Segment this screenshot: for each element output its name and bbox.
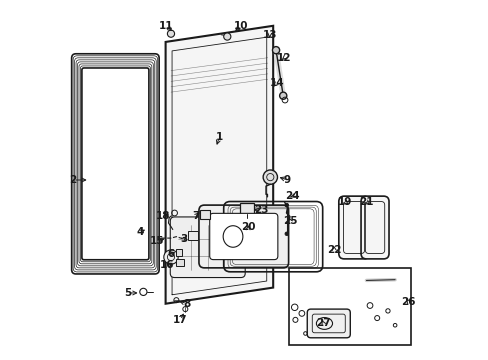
Text: 21: 21 <box>359 197 373 207</box>
Circle shape <box>279 92 286 99</box>
Text: 15: 15 <box>149 236 163 246</box>
Text: 8: 8 <box>183 299 190 309</box>
Text: 5: 5 <box>124 288 131 298</box>
Bar <box>175 259 183 266</box>
Text: 24: 24 <box>285 191 300 201</box>
Polygon shape <box>165 26 273 304</box>
Circle shape <box>167 30 174 37</box>
Bar <box>289 268 410 345</box>
Text: 3: 3 <box>180 234 187 244</box>
Text: 7: 7 <box>192 211 200 221</box>
Circle shape <box>285 203 288 207</box>
Text: 18: 18 <box>155 211 170 221</box>
Text: 4: 4 <box>137 227 144 237</box>
FancyBboxPatch shape <box>338 196 368 259</box>
Text: 23: 23 <box>254 206 268 216</box>
Text: 16: 16 <box>160 260 174 270</box>
Circle shape <box>263 170 277 184</box>
Text: 20: 20 <box>241 222 255 232</box>
Text: 22: 22 <box>326 245 341 255</box>
Text: 11: 11 <box>158 21 172 31</box>
Text: 1: 1 <box>215 132 223 142</box>
FancyBboxPatch shape <box>209 213 277 260</box>
Bar <box>187 231 198 240</box>
Bar <box>175 249 182 256</box>
Text: 14: 14 <box>269 78 284 88</box>
Circle shape <box>223 33 230 40</box>
FancyBboxPatch shape <box>306 309 349 338</box>
Text: 12: 12 <box>276 53 290 63</box>
Text: 13: 13 <box>262 30 276 40</box>
FancyBboxPatch shape <box>360 196 388 259</box>
Circle shape <box>163 250 178 264</box>
Text: 26: 26 <box>401 297 415 307</box>
Text: 9: 9 <box>284 175 290 185</box>
Text: 25: 25 <box>283 216 297 226</box>
Bar <box>199 210 210 219</box>
Text: 19: 19 <box>337 197 351 207</box>
FancyBboxPatch shape <box>170 217 244 278</box>
Circle shape <box>285 232 288 235</box>
Text: 2: 2 <box>69 175 77 185</box>
Text: 27: 27 <box>315 319 330 328</box>
FancyBboxPatch shape <box>199 205 288 268</box>
Text: 17: 17 <box>172 315 187 325</box>
Bar <box>240 203 253 214</box>
Circle shape <box>272 46 279 54</box>
Text: 6: 6 <box>167 248 174 258</box>
Text: 10: 10 <box>233 21 247 31</box>
